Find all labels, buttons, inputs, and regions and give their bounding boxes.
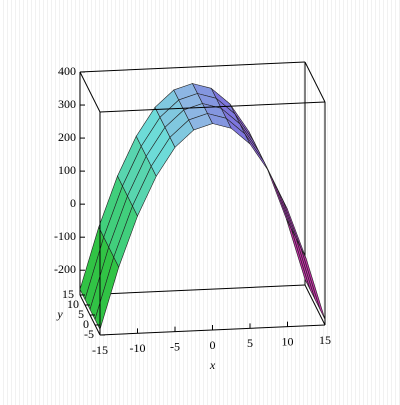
x-tick-label: 15 [319,333,331,347]
x-tick-label: -10 [130,341,146,355]
x-tick-label: 0 [210,338,216,352]
surface-patch [282,199,307,259]
x-tick-label: 10 [282,334,294,348]
x-tick-label: 5 [247,336,253,350]
x-tick-label: -15 [92,343,108,357]
box-edge [79,71,101,113]
z-tick-label: 400 [58,64,76,78]
box-edge [304,284,326,326]
box-edge [79,284,306,296]
box-edge [304,61,326,103]
x-axis-title: x [209,358,216,372]
box-edge [79,61,306,73]
box-edge [99,101,326,113]
x-tick-label: -5 [170,339,180,353]
y-tick-label: 5 [78,307,84,321]
z-tick-label: -200 [54,262,76,276]
y-axis-title: y [56,307,63,321]
y-tick-label: 15 [62,287,74,301]
surface-patch [300,248,326,320]
surface-patch [244,133,270,172]
y-tick-label: 0 [83,317,89,331]
z-tick-label: -100 [54,229,76,243]
z-tick-label: 200 [58,130,76,144]
z-tick-label: 0 [70,196,76,210]
z-tick-label: 100 [58,163,76,177]
z-tick-label: 300 [58,97,76,111]
y-tick-label: 10 [67,297,79,311]
y-tick-label: -5 [84,327,94,341]
